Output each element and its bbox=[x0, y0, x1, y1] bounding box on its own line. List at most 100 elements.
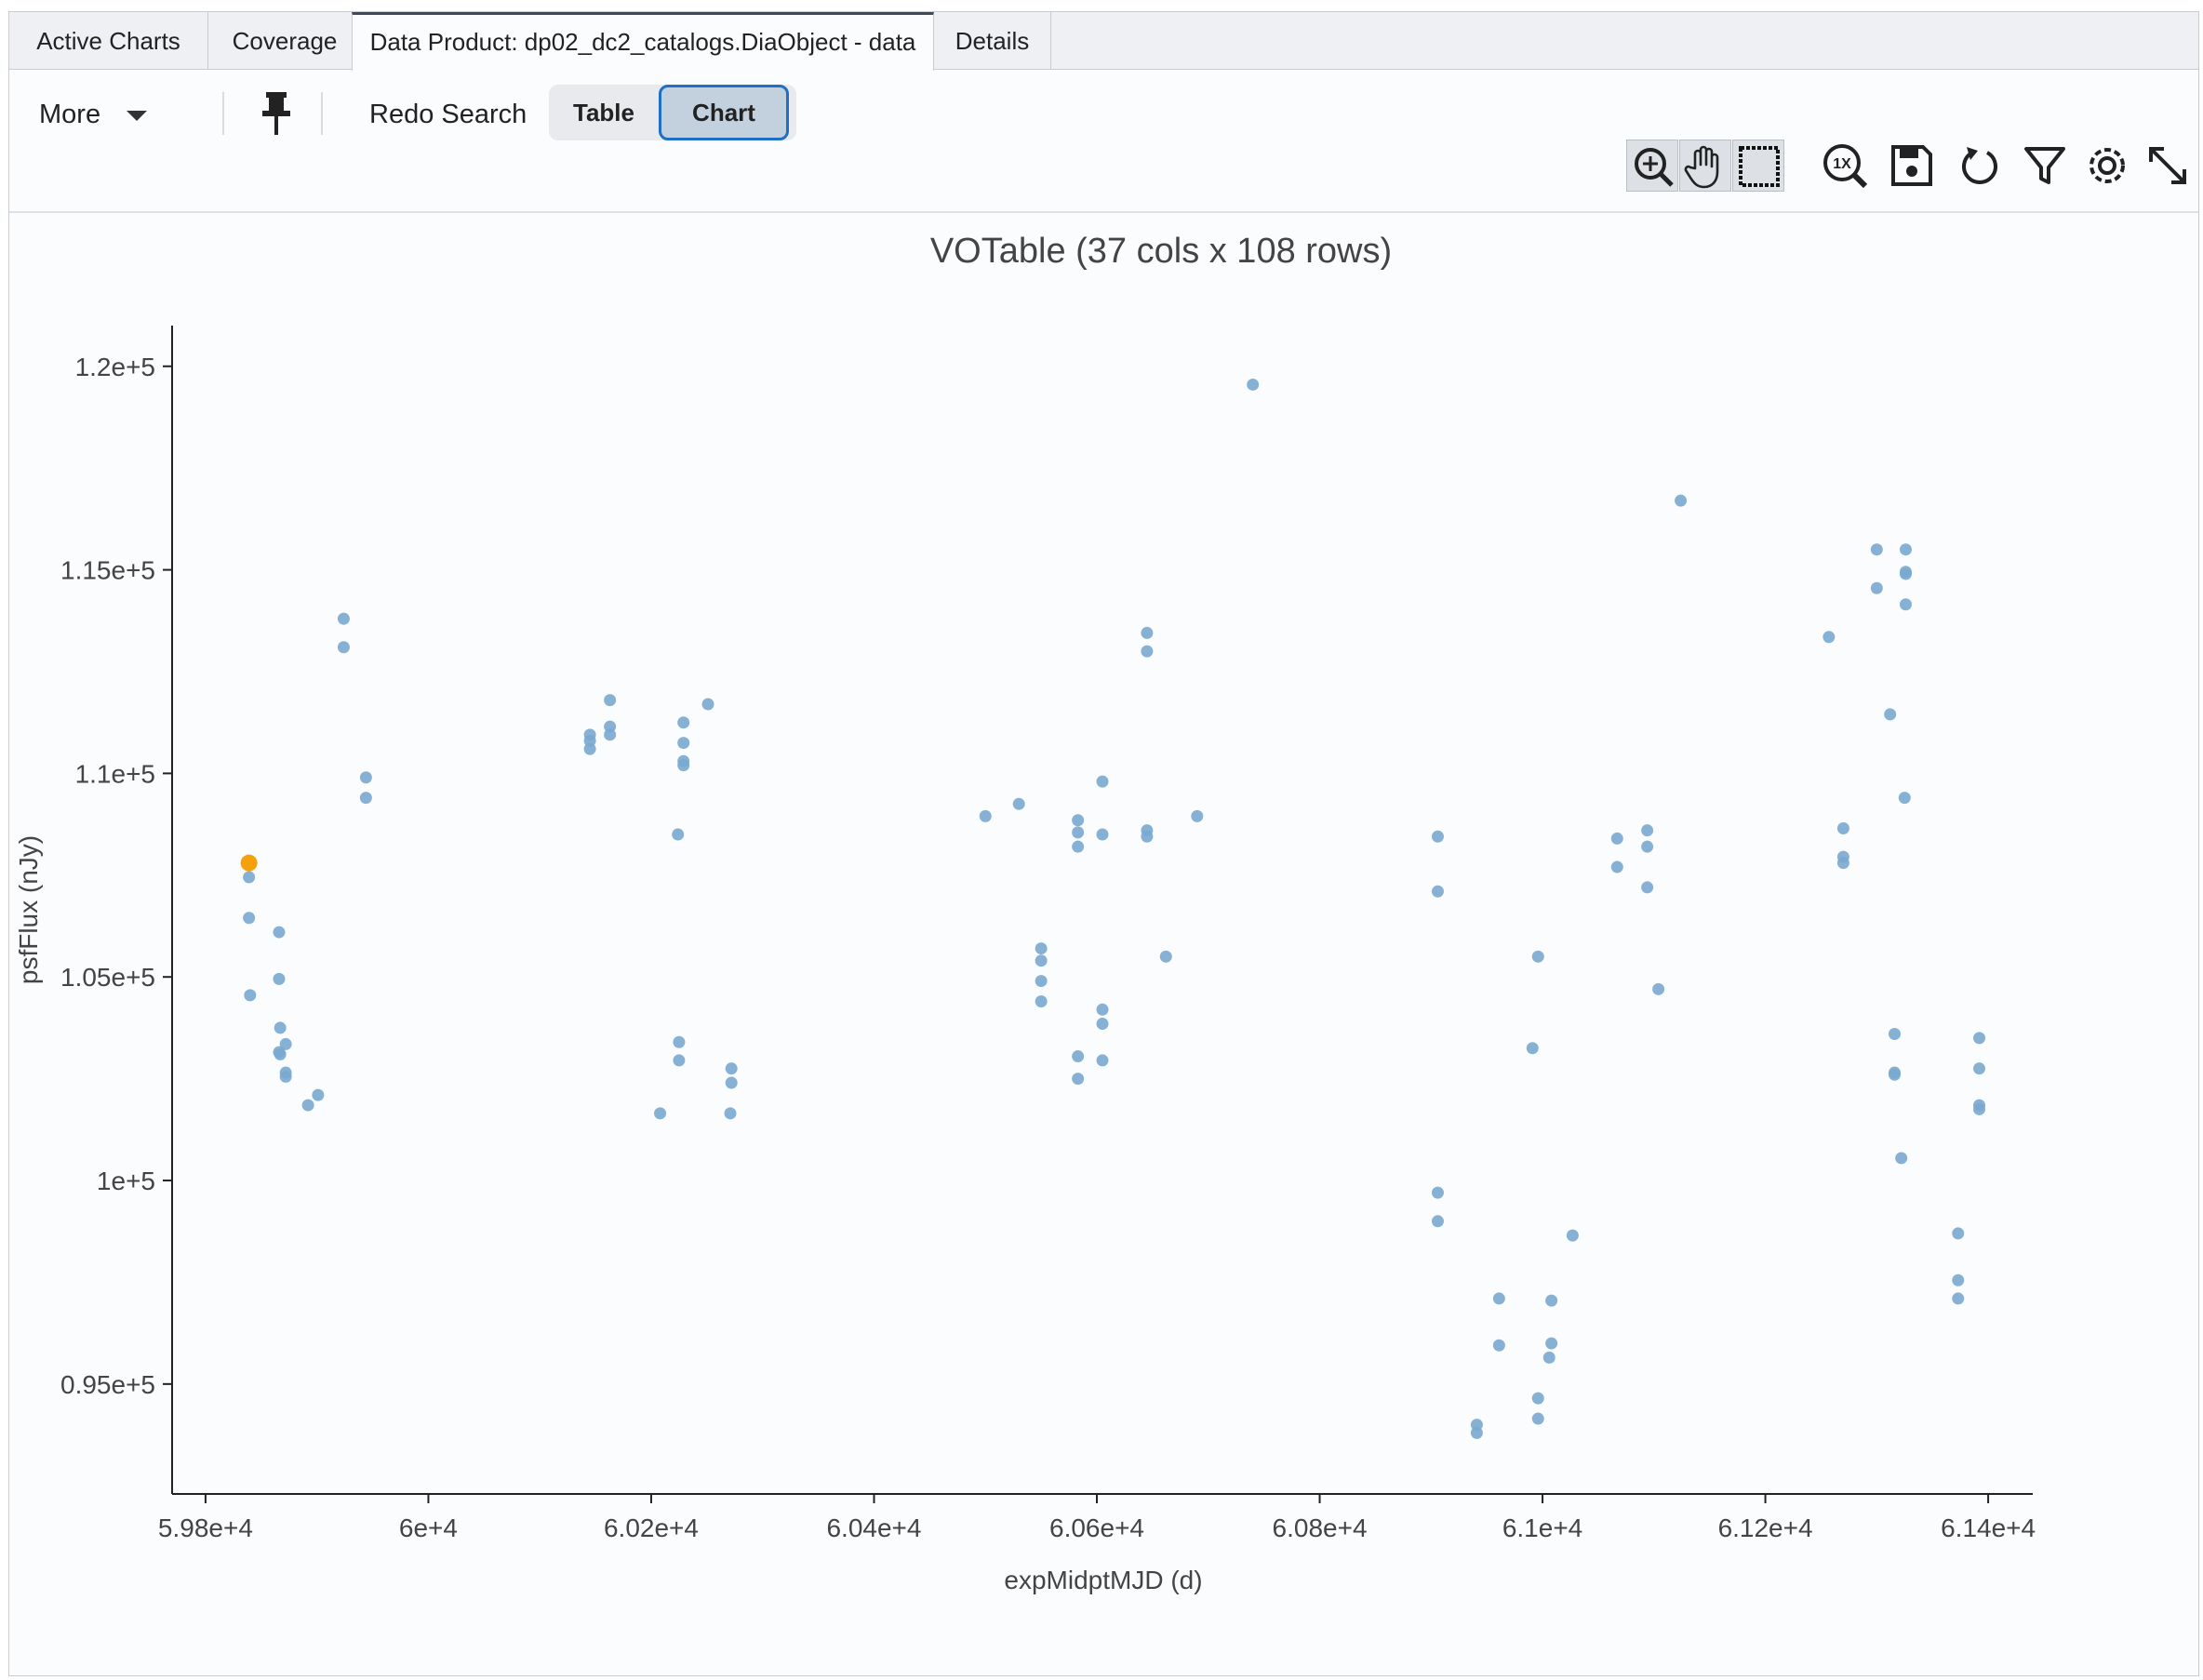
chart-view-button[interactable]: Chart bbox=[659, 85, 789, 140]
data-point bbox=[243, 912, 256, 925]
restore-icon[interactable] bbox=[1954, 140, 2006, 192]
data-point bbox=[1096, 1054, 1109, 1067]
data-point bbox=[1035, 954, 1048, 967]
caret-down-icon bbox=[127, 110, 148, 121]
data-point bbox=[1531, 950, 1544, 963]
divider bbox=[321, 92, 323, 135]
tab-active-charts[interactable]: Active Charts bbox=[9, 12, 208, 70]
data-point bbox=[1895, 1152, 1908, 1165]
data-point bbox=[1641, 881, 1654, 894]
data-point bbox=[1431, 885, 1444, 898]
x-tick-label: 6.1e+4 bbox=[1502, 1513, 1582, 1542]
y-tick-label: 1.2e+5 bbox=[75, 353, 155, 381]
data-point bbox=[1898, 792, 1911, 805]
view-toggle: Table Chart bbox=[549, 85, 796, 140]
x-tick-label: 6.14e+4 bbox=[1941, 1513, 2036, 1542]
data-point bbox=[725, 1062, 738, 1075]
data-points bbox=[240, 378, 1986, 1439]
data-point bbox=[1888, 1068, 1901, 1081]
table-view-button[interactable]: Table bbox=[573, 99, 634, 127]
data-point bbox=[604, 728, 617, 741]
more-label: More bbox=[39, 100, 101, 129]
data-point bbox=[1072, 840, 1085, 853]
data-point bbox=[337, 641, 350, 654]
data-point bbox=[1531, 1412, 1544, 1425]
data-point bbox=[1675, 494, 1688, 507]
data-point bbox=[604, 694, 617, 707]
data-point bbox=[1952, 1292, 1965, 1305]
data-point bbox=[1431, 1215, 1444, 1228]
data-point bbox=[1836, 821, 1849, 834]
data-point bbox=[1641, 840, 1654, 853]
data-point bbox=[583, 742, 596, 755]
data-point bbox=[1035, 975, 1048, 988]
y-tick-label: 1.1e+5 bbox=[75, 759, 155, 788]
data-point bbox=[1899, 543, 1912, 556]
tab-coverage[interactable]: Coverage bbox=[232, 27, 338, 55]
x-tick-label: 6e+4 bbox=[399, 1513, 458, 1542]
data-point bbox=[1141, 645, 1154, 658]
data-point bbox=[673, 1054, 686, 1067]
data-point bbox=[279, 1037, 292, 1050]
data-point bbox=[1096, 828, 1109, 841]
more-menu-button[interactable]: More bbox=[39, 100, 148, 130]
data-point bbox=[359, 792, 372, 805]
tab-details[interactable]: Details bbox=[934, 12, 1051, 70]
highlighted-data-point bbox=[240, 854, 258, 872]
y-tick-label: 1.05e+5 bbox=[60, 963, 155, 992]
axes: 5.98e+4 6e+4 6.02e+4 6.04e+4 6.06e+4 6.08e+4 6… bbox=[60, 326, 2036, 1542]
data-point bbox=[274, 1021, 287, 1034]
toolbar: More Redo Search Table Chart bbox=[9, 70, 2198, 213]
data-point bbox=[1952, 1227, 1965, 1240]
data-point bbox=[677, 759, 690, 772]
data-point bbox=[673, 1035, 686, 1048]
pin-icon[interactable] bbox=[253, 88, 300, 137]
data-point bbox=[1191, 809, 1204, 822]
settings-gear-icon[interactable] bbox=[2081, 140, 2133, 192]
data-point bbox=[1899, 567, 1912, 580]
save-icon[interactable] bbox=[1886, 140, 1938, 192]
y-tick-label: 0.95e+5 bbox=[60, 1370, 155, 1399]
data-point bbox=[1566, 1229, 1579, 1242]
data-point bbox=[1247, 378, 1260, 391]
data-point bbox=[724, 1107, 737, 1120]
data-point bbox=[1899, 598, 1912, 611]
data-point bbox=[1431, 830, 1444, 843]
data-point bbox=[1072, 1073, 1085, 1086]
filter-icon[interactable] bbox=[2019, 140, 2071, 192]
select-box-icon[interactable] bbox=[1732, 140, 1784, 192]
divider bbox=[222, 92, 224, 135]
data-point bbox=[1470, 1426, 1483, 1439]
data-point bbox=[677, 737, 690, 750]
pan-hand-icon[interactable] bbox=[1679, 140, 1731, 192]
data-point bbox=[1141, 830, 1154, 843]
x-tick-label: 6.04e+4 bbox=[826, 1513, 921, 1542]
data-point bbox=[274, 1047, 287, 1060]
data-point bbox=[244, 989, 257, 1002]
tab-data-product[interactable]: Data Product: dp02_dc2_catalogs.DiaObjec… bbox=[352, 12, 934, 71]
data-point bbox=[1492, 1292, 1505, 1305]
redo-search-button[interactable]: Redo Search bbox=[369, 100, 527, 129]
data-point bbox=[273, 972, 286, 985]
data-point bbox=[1610, 832, 1623, 845]
data-point bbox=[1431, 1186, 1444, 1199]
data-point bbox=[1531, 1392, 1544, 1405]
data-point bbox=[654, 1107, 667, 1120]
data-point bbox=[1888, 1027, 1901, 1040]
y-tick-label: 1.15e+5 bbox=[60, 556, 155, 585]
data-point bbox=[1072, 814, 1085, 827]
data-point bbox=[1096, 1018, 1109, 1031]
data-point bbox=[1526, 1042, 1539, 1055]
data-point bbox=[1035, 994, 1048, 1007]
data-point bbox=[1012, 797, 1025, 810]
data-point bbox=[359, 771, 372, 784]
zoom-in-icon[interactable] bbox=[1626, 140, 1678, 192]
expand-icon[interactable] bbox=[2142, 140, 2194, 192]
data-point bbox=[1973, 1032, 1986, 1045]
data-point bbox=[1870, 543, 1883, 556]
x-axis-label: expMidptMJD (d) bbox=[1004, 1566, 1202, 1594]
data-point bbox=[672, 828, 685, 841]
results-panel: Active Charts Coverage Data Product: dp0… bbox=[8, 11, 2199, 1676]
zoom-1x-icon[interactable]: 1X bbox=[1819, 140, 1871, 192]
